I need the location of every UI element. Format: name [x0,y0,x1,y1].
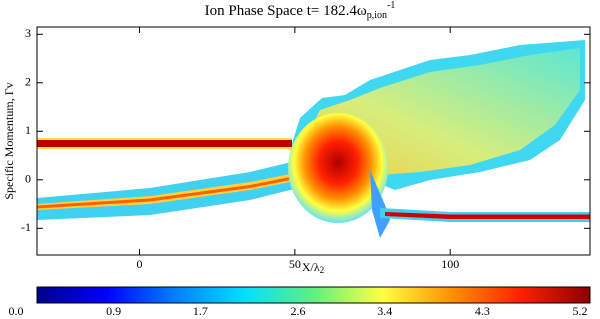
x-tick-label: 0 [137,257,143,271]
plot-frame [36,26,591,256]
y-tick-label: -1 [21,220,31,234]
y-tick-label: 1 [25,123,31,137]
lower-beam-halo [37,160,310,220]
colorbar [36,286,591,304]
x-label-subscript: 2 [320,265,325,275]
lower-beam-core [37,175,300,209]
chart-title: Ion Phase Space t= 182.4ωp,ion-1 [205,0,396,21]
colorbar-tick-label: 5.2 [573,304,588,318]
x-tick-label: 100 [441,257,459,271]
x-label-main: X/λ [302,260,320,274]
title-main: Ion Phase Space t= 182.4ω [205,3,367,19]
x-axis-label: X/λ2 [302,260,324,275]
lower-beam [37,172,300,210]
y-tick-label: 3 [25,26,31,40]
vortex [288,113,388,223]
y-tick-label: 0 [25,172,31,186]
colorbar-tick-label: 4.3 [475,304,490,318]
y-tick-label: 2 [25,75,31,89]
right-beam [385,212,590,219]
colorbar-tick-label: 0.9 [106,304,121,318]
vortex-tail [370,170,390,238]
y-axis-label: Specific Momentum, Γv [2,82,16,199]
x-tick-label: 50 [289,257,301,271]
colorbar-tick-label: 2.6 [291,304,306,318]
colorbar-tick-label: 0.0 [9,304,24,318]
title-superscript: -1 [387,0,395,11]
colorbar-tick-label: 1.7 [193,304,208,318]
phase-space-image [37,40,590,238]
upper-beam [37,140,292,147]
title-subscript: p,ion [367,10,387,21]
colorbar-tick-label: 3.4 [377,304,392,318]
